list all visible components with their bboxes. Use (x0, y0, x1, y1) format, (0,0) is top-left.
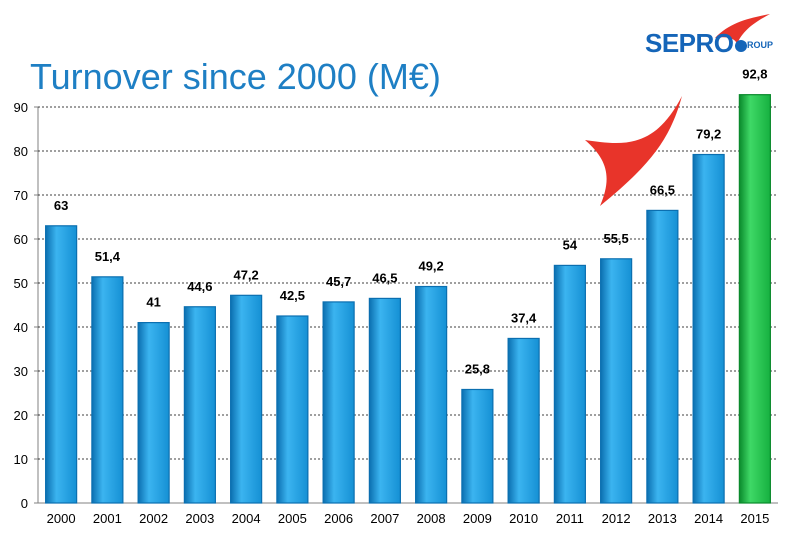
y-tick-label: 50 (14, 276, 28, 291)
bar-2015 (738, 94, 771, 504)
y-tick-label: 10 (14, 452, 28, 467)
data-label-2004: 47,2 (233, 267, 258, 282)
x-tick-label-2013: 2013 (648, 511, 677, 526)
y-tick-label: 90 (14, 100, 28, 115)
data-label-2008: 49,2 (418, 259, 443, 274)
y-tick-label: 40 (14, 320, 28, 335)
data-label-2007: 46,5 (372, 270, 397, 285)
data-label-2013: 66,5 (650, 182, 675, 197)
bar-2004 (230, 294, 263, 504)
data-label-2011: 54 (563, 237, 578, 252)
data-label-2005: 42,5 (280, 288, 305, 303)
x-tick-label-2015: 2015 (740, 511, 769, 526)
bar-2001 (91, 276, 124, 504)
x-tick-label-2005: 2005 (278, 511, 307, 526)
data-label-2012: 55,5 (603, 231, 628, 246)
bar-2008 (415, 285, 448, 504)
x-tick-label-2012: 2012 (602, 511, 631, 526)
x-tick-label-2000: 2000 (47, 511, 76, 526)
bar-2009 (461, 388, 494, 504)
data-label-2002: 41 (146, 295, 160, 310)
y-tick-label: 80 (14, 144, 28, 159)
x-tick-label-2002: 2002 (139, 511, 168, 526)
data-label-2010: 37,4 (511, 310, 537, 325)
logo-group-text: GROUP (740, 40, 774, 50)
bar-2005 (276, 315, 309, 504)
x-tick-label-2009: 2009 (463, 511, 492, 526)
y-tick-label: 0 (21, 496, 28, 511)
y-tick-label: 60 (14, 232, 28, 247)
bar-2011 (553, 264, 586, 504)
x-tick-label-2003: 2003 (185, 511, 214, 526)
x-tick-label-2007: 2007 (370, 511, 399, 526)
data-label-2000: 63 (54, 198, 68, 213)
y-tick-label: 70 (14, 188, 28, 203)
growth-arrow-icon (585, 96, 682, 206)
bar-2012 (600, 258, 633, 504)
x-tick-label-2014: 2014 (694, 511, 723, 526)
bar-2006 (322, 301, 355, 504)
data-label-2009: 25,8 (465, 361, 490, 376)
data-label-2003: 44,6 (187, 279, 212, 294)
y-tick-label: 30 (14, 364, 28, 379)
logo-swoosh-icon (715, 14, 770, 52)
x-tick-label-2008: 2008 (417, 511, 446, 526)
chart-title: Turnover since 2000 (M€) (30, 56, 441, 97)
bar-2014 (692, 153, 725, 504)
bar-2013 (646, 209, 679, 504)
sepro-logo: SEPRO GROUP (645, 10, 775, 60)
bar-2007 (368, 297, 401, 504)
bar-2000 (45, 225, 78, 504)
x-tick-label-2004: 2004 (232, 511, 261, 526)
y-tick-label: 20 (14, 408, 28, 423)
bar-2010 (507, 337, 540, 504)
x-tick-label-2006: 2006 (324, 511, 353, 526)
logo-brand-text: SEPRO (645, 28, 734, 58)
data-label-2001: 51,4 (95, 249, 121, 264)
data-label-2014: 79,2 (696, 127, 721, 142)
x-tick-label-2001: 2001 (93, 511, 122, 526)
x-tick-label-2010: 2010 (509, 511, 538, 526)
x-tick-label-2011: 2011 (556, 511, 584, 526)
data-label-2015: 92,8 (742, 67, 767, 82)
bar-2002 (137, 322, 170, 504)
data-label-2006: 45,7 (326, 274, 351, 289)
bar-2003 (183, 306, 216, 504)
